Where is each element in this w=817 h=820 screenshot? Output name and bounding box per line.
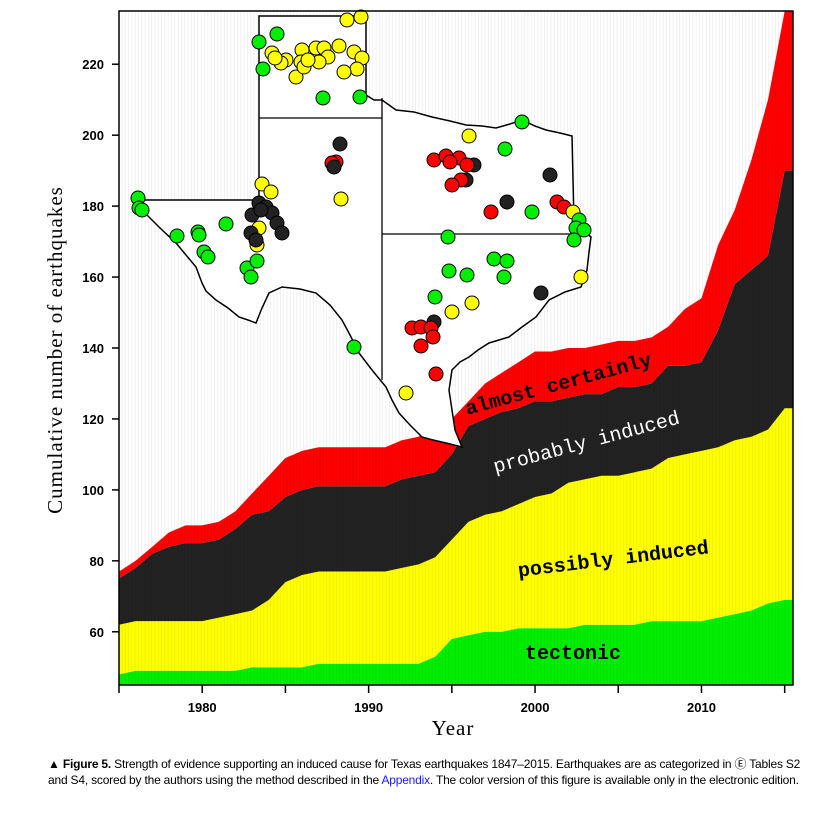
- area-probably-induced: [119, 170, 793, 625]
- triangle-icon: ▲: [48, 757, 60, 771]
- earthquake-marker-possibly-induced: [300, 52, 316, 68]
- y-tick-label: 220: [82, 57, 104, 72]
- figure-caption: ▲ Figure 5. Strength of evidence support…: [48, 756, 813, 788]
- earthquake-marker-tectonic: [440, 229, 456, 245]
- stacked-area-chart: tectonic possibly induced probably induc…: [43, 9, 794, 740]
- earthquake-marker-possibly-induced: [336, 64, 352, 80]
- earthquake-marker-tectonic: [459, 267, 475, 283]
- caption-text-2: Tables S2 and S4, scored by the authors …: [48, 757, 801, 787]
- x-tick-label: 1980: [188, 700, 217, 715]
- earthquake-marker-probably-induced: [542, 167, 558, 183]
- earthquake-marker-tectonic: [251, 34, 267, 50]
- earthquake-marker-tectonic: [499, 253, 515, 269]
- earthquake-marker-probably-induced: [248, 232, 264, 248]
- axes: 60 80 100 120 140 160 180 200 220 1980 1990 2000 201…: [82, 57, 786, 715]
- earthquake-marker-tectonic: [524, 204, 540, 220]
- earthquake-marker-possibly-induced: [349, 61, 365, 77]
- earthquake-marker-almost-certainly: [442, 154, 458, 170]
- earthquake-marker-tectonic: [441, 263, 457, 279]
- earthquake-marker-possibly-induced: [444, 304, 460, 320]
- earthquake-marker-possibly-induced: [353, 9, 369, 25]
- y-tick-label: 140: [82, 341, 104, 356]
- y-tick-label: 120: [82, 412, 104, 427]
- earthquake-marker-tectonic: [496, 269, 512, 285]
- area-tectonic: [119, 599, 793, 685]
- electronic-supplement-icon[interactable]: Ⓔ: [734, 757, 747, 771]
- earthquake-marker-tectonic: [269, 26, 285, 42]
- earthquake-marker-tectonic: [514, 114, 530, 130]
- earthquake-marker-almost-certainly: [483, 204, 499, 220]
- x-tick-label: 1990: [354, 700, 383, 715]
- earthquake-marker-tectonic: [427, 289, 443, 305]
- earthquake-marker-tectonic: [576, 222, 592, 238]
- x-axis-title: Year: [432, 716, 475, 740]
- earthquake-marker-tectonic: [315, 90, 331, 106]
- caption-text-1: Strength of evidence supporting an induc…: [111, 757, 735, 771]
- y-tick-label: 60: [90, 625, 104, 640]
- earthquake-marker-tectonic: [255, 61, 271, 77]
- earthquake-marker-possibly-induced: [288, 69, 304, 85]
- earthquake-marker-tectonic: [566, 232, 582, 248]
- earthquake-marker-almost-certainly: [459, 157, 475, 173]
- earthquake-marker-possibly-induced: [331, 38, 347, 54]
- earthquake-marker-tectonic: [218, 216, 234, 232]
- figure-label: Figure 5.: [62, 757, 112, 771]
- earthquake-marker-tectonic: [243, 269, 259, 285]
- label-tectonic: tectonic: [525, 643, 621, 666]
- earthquake-marker-almost-certainly: [428, 366, 444, 382]
- area-possibly-induced: [119, 408, 793, 675]
- earthquake-marker-tectonic: [346, 339, 362, 355]
- y-tick-label: 160: [82, 270, 104, 285]
- earthquake-marker-possibly-induced: [398, 385, 414, 401]
- earthquake-marker-probably-induced: [332, 136, 348, 152]
- earthquake-marker-almost-certainly: [425, 329, 441, 345]
- texas-inset-map: [130, 9, 592, 449]
- earthquake-marker-tectonic: [169, 228, 185, 244]
- y-tick-label: 100: [82, 483, 104, 498]
- earthquake-marker-possibly-induced: [464, 295, 480, 311]
- x-tick-label: 2010: [687, 700, 716, 715]
- texas-outline: [137, 15, 592, 449]
- earthquake-marker-probably-induced: [253, 202, 269, 218]
- earthquake-marker-probably-induced: [274, 225, 290, 241]
- y-tick-label: 180: [82, 199, 104, 214]
- earthquake-marker-tectonic: [191, 227, 207, 243]
- earthquake-marker-tectonic: [352, 89, 368, 105]
- earthquake-marker-possibly-induced: [339, 12, 355, 28]
- earthquake-marker-almost-certainly: [413, 338, 429, 354]
- earthquake-marker-tectonic: [486, 251, 502, 267]
- area-layers: [119, 11, 793, 685]
- y-tick-label: 80: [90, 554, 104, 569]
- bar-stripes: [121, 11, 793, 685]
- x-tick-label: 2000: [521, 700, 550, 715]
- earthquake-marker-tectonic: [497, 141, 513, 157]
- earthquake-marker-probably-induced: [326, 159, 342, 175]
- earthquake-marker-probably-induced: [533, 285, 549, 301]
- appendix-link[interactable]: Appendix: [381, 773, 430, 787]
- earthquake-marker-tectonic: [134, 202, 150, 218]
- earthquake-marker-possibly-induced: [573, 269, 589, 285]
- y-axis-title: Cumulative number of earthquakes: [43, 186, 67, 514]
- earthquake-marker-probably-induced: [499, 194, 515, 210]
- y-tick-label: 200: [82, 128, 104, 143]
- earthquake-marker-possibly-induced: [461, 128, 477, 144]
- earthquake-marker-possibly-induced: [333, 191, 349, 207]
- earthquake-marker-possibly-induced: [263, 184, 279, 200]
- earthquake-marker-possibly-induced: [267, 50, 283, 66]
- earthquake-marker-almost-certainly: [444, 177, 460, 193]
- caption-text-3: . The color version of this figure is av…: [429, 773, 799, 787]
- earthquake-marker-tectonic: [200, 249, 216, 265]
- earthquake-marker-tectonic: [249, 253, 265, 269]
